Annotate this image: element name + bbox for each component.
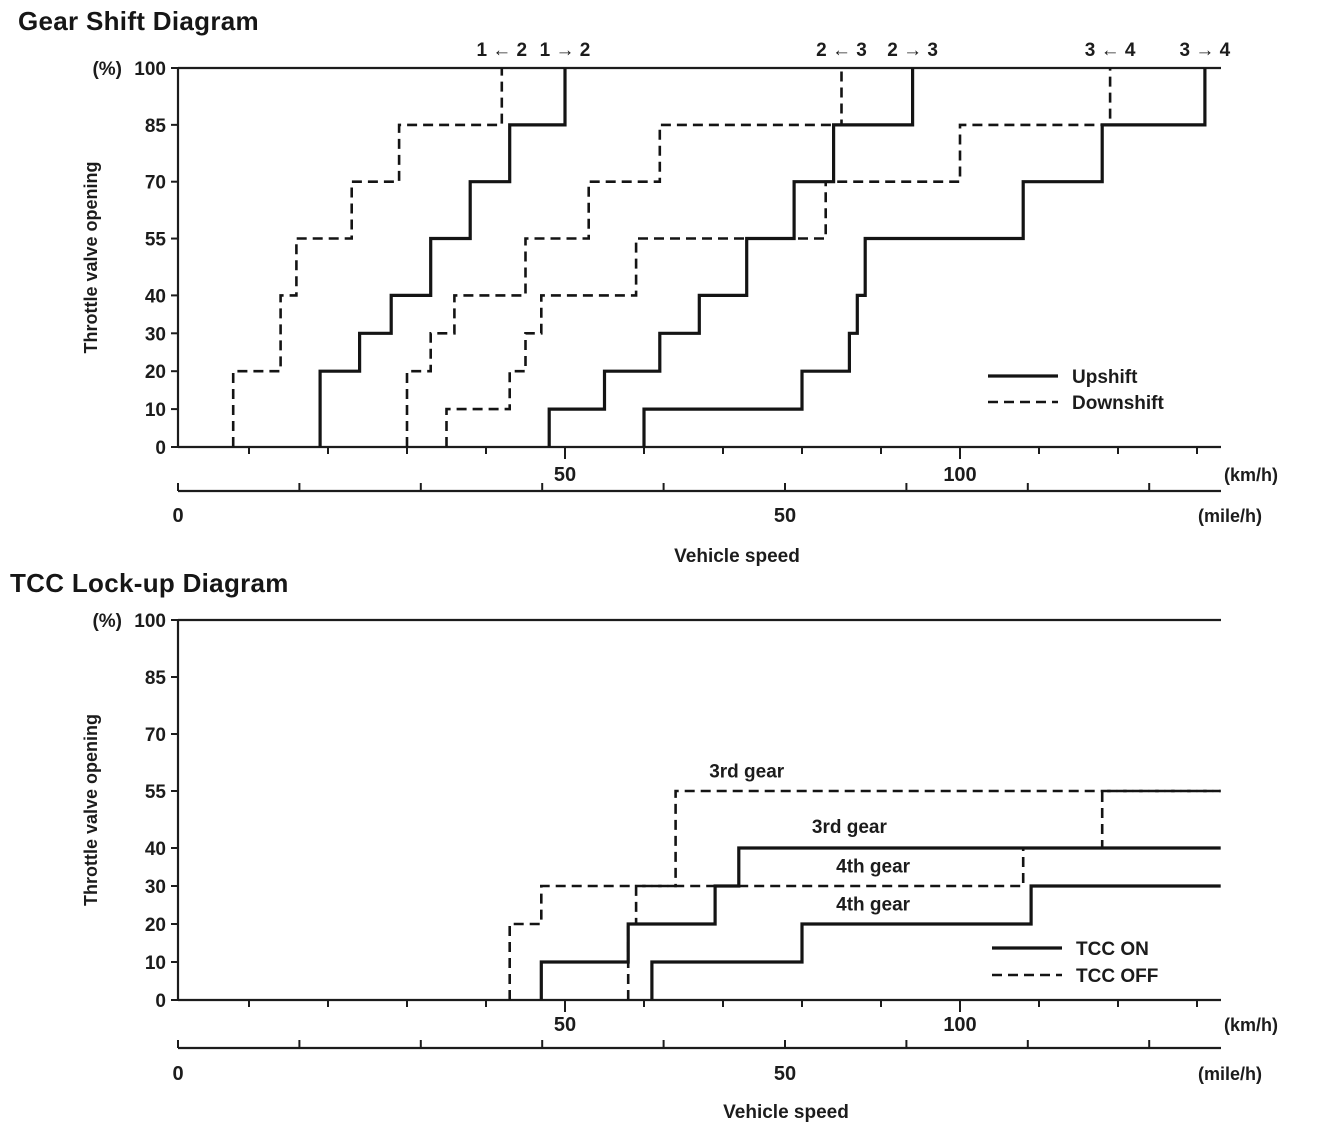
y-tick-label: 85 xyxy=(145,668,167,689)
series-tcc-off-3rd-gear xyxy=(508,789,1221,1000)
mile-unit-label: (mile/h) xyxy=(1198,1064,1262,1084)
y-tick-label: 0 xyxy=(155,991,166,1012)
x-tick-label-mile: 50 xyxy=(774,1063,796,1085)
y-tick-label: 40 xyxy=(145,286,166,307)
series-upshift-2-3 xyxy=(547,68,915,447)
y-unit-label: (%) xyxy=(92,59,122,80)
legend-label: TCC ON xyxy=(1076,939,1149,960)
series-upshift-1-2 xyxy=(318,68,567,447)
series-tcc-off-4th-gear xyxy=(626,789,1221,1000)
y-tick-label: 85 xyxy=(145,116,167,137)
series-downshift-2-1 xyxy=(231,68,504,447)
y-tick-label: 70 xyxy=(145,173,166,194)
y-axis-title: Throttle valve opening xyxy=(81,714,101,906)
kmh-unit-label: (km/h) xyxy=(1224,465,1278,485)
series-upshift-3-4 xyxy=(642,68,1207,447)
y-tick-label: 30 xyxy=(145,324,166,345)
y-tick-label: 40 xyxy=(145,839,166,860)
legend-label: Upshift xyxy=(1072,367,1138,388)
gear-shift-diagram-title: Gear Shift Diagram xyxy=(18,6,259,36)
y-tick-label: 55 xyxy=(145,782,167,803)
y-axis-title: Throttle valve opening xyxy=(81,161,101,353)
y-unit-label: (%) xyxy=(92,611,122,632)
tcc-lockup-diagram-title: TCC Lock-up Diagram xyxy=(10,568,289,598)
y-tick-label: 10 xyxy=(145,400,166,421)
x-tick-label-mile: 50 xyxy=(774,505,796,527)
series-downshift-3-2 xyxy=(405,68,843,447)
shift-boundary-label: 1 → 2 xyxy=(540,40,591,61)
shift-boundary-label: 2 ← 3 xyxy=(816,40,867,61)
shift-boundary-label: 1 ← 2 xyxy=(476,40,527,61)
legend-label: TCC OFF xyxy=(1076,966,1158,987)
series-tcc-on-3rd-gear xyxy=(539,846,1221,1000)
x-tick-label-kmh: 100 xyxy=(943,1014,976,1036)
y-tick-label: 10 xyxy=(145,953,166,974)
shift-boundary-label: 2 → 3 xyxy=(887,40,938,61)
x-tick-label-kmh: 100 xyxy=(943,464,976,486)
x-tick-label-mile: 0 xyxy=(172,505,183,527)
x-tick-label-kmh: 50 xyxy=(554,464,576,486)
gear-annotation-label: 3rd gear xyxy=(812,817,888,838)
y-tick-label: 70 xyxy=(145,725,166,746)
kmh-unit-label: (km/h) xyxy=(1224,1015,1278,1035)
y-tick-label: 0 xyxy=(155,438,166,459)
x-axis-title: Vehicle speed xyxy=(674,546,800,567)
series-tcc-on-4th-gear xyxy=(650,884,1221,1000)
y-tick-label: 55 xyxy=(145,230,167,251)
shift-boundary-label: 3 ← 4 xyxy=(1085,40,1136,61)
x-tick-label-mile: 0 xyxy=(172,1063,183,1085)
y-tick-label: 20 xyxy=(145,362,166,383)
gear-annotation-label: 4th gear xyxy=(836,857,911,878)
y-tick-label: 20 xyxy=(145,915,166,936)
x-axis-title: Vehicle speed xyxy=(723,1102,849,1123)
series-downshift-4-3 xyxy=(445,68,1112,447)
y-tick-label: 100 xyxy=(134,59,166,80)
y-tick-label: 30 xyxy=(145,877,166,898)
gear-annotation-label: 4th gear xyxy=(836,895,911,916)
shift-boundary-label: 3 → 4 xyxy=(1180,40,1231,61)
gear-annotation-label: 3rd gear xyxy=(709,762,785,783)
x-tick-label-kmh: 50 xyxy=(554,1014,576,1036)
mile-unit-label: (mile/h) xyxy=(1198,506,1262,526)
legend-label: Downshift xyxy=(1072,393,1164,414)
y-tick-label: 100 xyxy=(134,611,166,632)
